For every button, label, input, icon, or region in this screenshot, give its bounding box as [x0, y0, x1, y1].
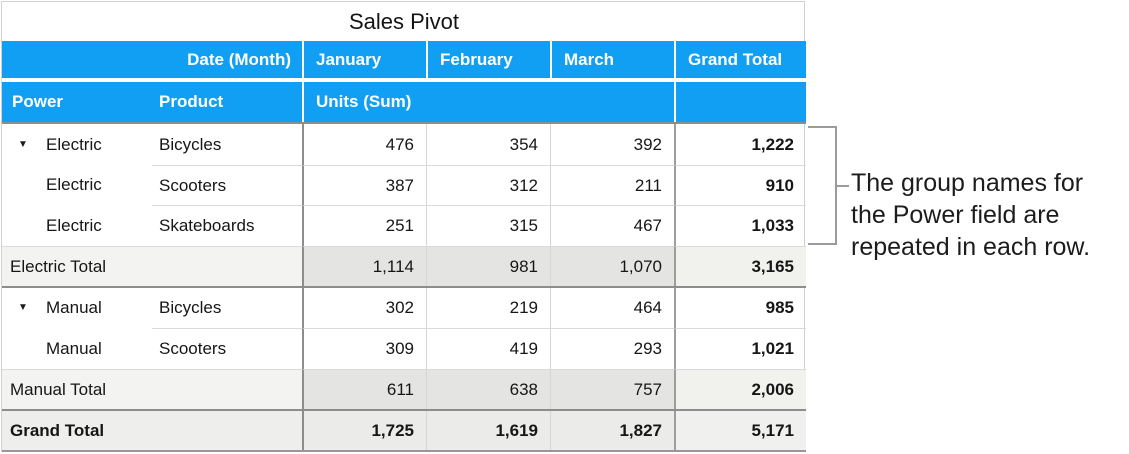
power-group-cell[interactable]: ▼ Electric [2, 124, 152, 165]
header-february[interactable]: February [426, 41, 550, 78]
total-value-cell-march[interactable]: 1,070 [550, 246, 674, 286]
annotation-line: the Power field are [851, 201, 1060, 229]
header-grand-total[interactable]: Grand Total [674, 41, 806, 78]
table-row: Manual Scooters 309 419 293 1,021 [2, 328, 806, 369]
group-divider [2, 286, 806, 288]
grand-total-cell[interactable]: 910 [674, 165, 806, 205]
grand-total-value-march[interactable]: 1,827 [550, 411, 674, 450]
sales-pivot-table: Sales Pivot Date (Month) January Februar… [1, 1, 806, 452]
value-cell-february[interactable]: 312 [426, 165, 550, 205]
total-grand-total-cell[interactable]: 3,165 [674, 246, 806, 286]
column-header-row: Date (Month) January February March Gran… [2, 41, 806, 78]
group-divider [2, 409, 806, 411]
value-cell-february[interactable]: 219 [426, 288, 550, 328]
power-group-cell[interactable]: Manual [2, 328, 152, 369]
header-march[interactable]: March [550, 41, 674, 78]
total-value-cell-january[interactable]: 611 [302, 369, 426, 409]
value-cell-january[interactable]: 302 [302, 288, 426, 328]
product-cell[interactable]: Scooters [152, 328, 302, 369]
table-row: Electric Skateboards 251 315 467 1,033 [2, 205, 806, 246]
field-header-row: Power Product Units (Sum) [2, 82, 806, 122]
value-cell-january[interactable]: 309 [302, 328, 426, 369]
annotation-bracket-pointer [837, 185, 849, 187]
total-value-cell-february[interactable]: 638 [426, 369, 550, 409]
power-group-cell[interactable]: Electric [2, 165, 152, 205]
header-power[interactable]: Power [12, 92, 64, 111]
table-bottom-border [2, 450, 806, 452]
annotation-line: The group names for [851, 169, 1084, 197]
total-value-cell-january[interactable]: 1,114 [302, 246, 426, 286]
grand-total-cell[interactable]: 1,021 [674, 328, 806, 369]
value-cell-march[interactable]: 467 [550, 205, 674, 246]
value-cell-march[interactable]: 293 [550, 328, 674, 369]
table-row: ▼ Manual Bicycles 302 219 464 985 [2, 288, 806, 328]
group-total-row: Manual Total 611 638 757 2,006 [2, 369, 806, 409]
power-group-label: Manual [46, 298, 102, 317]
annotation-line: repeated in each row. [851, 233, 1091, 261]
value-cell-january[interactable]: 476 [302, 124, 426, 165]
grand-total-value-february[interactable]: 1,619 [426, 411, 550, 450]
total-label-cell[interactable]: Electric Total [2, 246, 302, 286]
product-cell[interactable]: Bicycles [159, 134, 222, 154]
value-cell-march[interactable]: 464 [550, 288, 674, 328]
total-label-cell[interactable]: Manual Total [2, 369, 302, 409]
power-group-label: Electric [46, 175, 102, 194]
product-cell[interactable]: Bicycles [159, 298, 222, 317]
disclosure-triangle-icon[interactable]: ▼ [18, 138, 28, 150]
grand-total-value-january[interactable]: 1,725 [302, 411, 426, 450]
value-cell-february[interactable]: 354 [426, 124, 550, 165]
value-cell-march[interactable]: 392 [550, 124, 674, 165]
total-grand-total-cell[interactable]: 2,006 [674, 369, 806, 409]
value-cell-january[interactable]: 251 [302, 205, 426, 246]
table-title[interactable]: Sales Pivot [348, 8, 460, 34]
header-product[interactable]: Product [159, 92, 224, 111]
value-cell-february[interactable]: 419 [426, 328, 550, 369]
table-row: Electric Scooters 387 312 211 910 [2, 165, 806, 205]
total-value-cell-february[interactable]: 981 [426, 246, 550, 286]
grand-total-cell[interactable]: 1,033 [674, 205, 806, 246]
grand-total-label-cell[interactable]: Grand Total [2, 411, 302, 450]
grand-total-cell[interactable]: 985 [674, 288, 806, 328]
header-units-sum[interactable]: Units (Sum) [302, 82, 674, 122]
header-january[interactable]: January [302, 41, 426, 78]
power-group-cell[interactable]: Electric [2, 205, 152, 246]
disclosure-triangle-icon[interactable]: ▼ [18, 302, 28, 313]
grand-total-grand-cell[interactable]: 5,171 [674, 411, 806, 450]
value-cell-february[interactable]: 315 [426, 205, 550, 246]
power-group-label: Electric [46, 215, 102, 235]
product-cell[interactable]: Skateboards [152, 205, 302, 246]
grand-total-cell[interactable]: 1,222 [674, 124, 806, 165]
value-cell-january[interactable]: 387 [302, 165, 426, 205]
group-total-row: Electric Total 1,114 981 1,070 3,165 [2, 246, 806, 286]
power-group-label: Electric [46, 134, 102, 154]
total-value-cell-march[interactable]: 757 [550, 369, 674, 409]
header-bottom-border [2, 122, 806, 124]
power-group-cell[interactable]: ▼ Manual [2, 288, 152, 328]
annotation-text: The group names for the Power field are … [851, 167, 1090, 263]
header-date-month[interactable]: Date (Month) [187, 49, 291, 69]
table-row: ▼ Electric Bicycles 476 354 392 1,222 [2, 124, 806, 165]
annotation-bracket [808, 126, 837, 245]
header-empty-cell[interactable] [674, 82, 806, 122]
header-divider [2, 78, 806, 82]
value-cell-march[interactable]: 211 [550, 165, 674, 205]
power-group-label: Manual [46, 338, 102, 358]
grand-total-row: Grand Total 1,725 1,619 1,827 5,171 [2, 411, 806, 450]
product-cell[interactable]: Scooters [152, 165, 302, 205]
